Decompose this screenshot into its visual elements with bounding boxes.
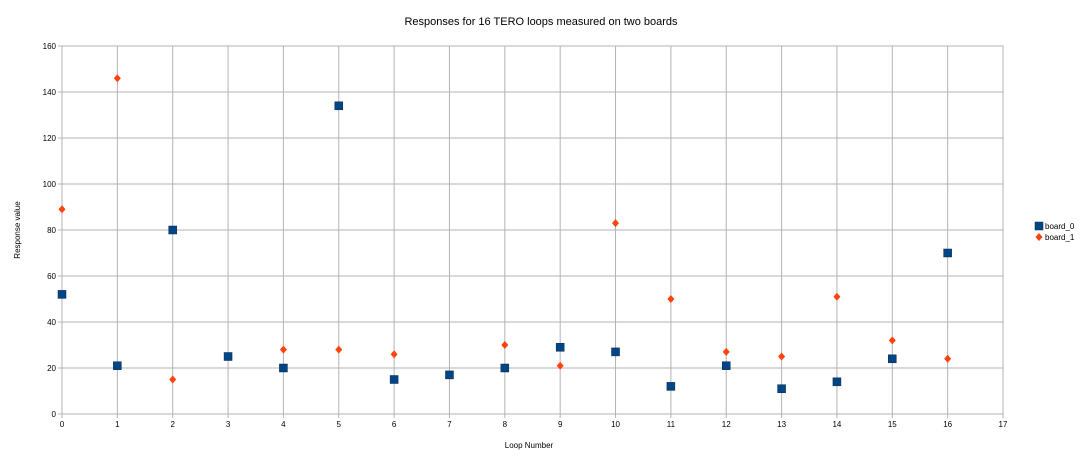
- data-point-board-0: [500, 363, 510, 373]
- data-point-board-1: [944, 354, 952, 363]
- x-tick-label: 6: [392, 420, 397, 429]
- x-tick-label: 12: [722, 420, 731, 429]
- x-tick-label: 5: [337, 420, 342, 429]
- legend-label: board_0: [1045, 222, 1075, 231]
- data-point-board-0: [113, 361, 122, 370]
- y-tick-label: 0: [52, 410, 57, 419]
- x-tick-label: 15: [888, 420, 897, 429]
- data-point-board-0: [611, 347, 620, 357]
- data-points: [57, 74, 952, 393]
- y-axis-label: Response value: [13, 201, 22, 259]
- data-point-board-0: [832, 377, 842, 387]
- data-point-board-0: [666, 382, 676, 391]
- x-tick-label: 1: [115, 420, 120, 429]
- data-point-board-0: [279, 363, 288, 373]
- x-tick-label: 0: [60, 420, 65, 429]
- x-tick-label: 8: [503, 420, 508, 429]
- x-tick-label: 17: [999, 420, 1008, 429]
- data-point-board-1: [58, 205, 66, 214]
- data-point-board-1: [833, 292, 841, 301]
- axis-ticks: 0 1 2 3 4 5 6 7 8 9 10 11 12 13 14 15 16 1702040608010012…: [43, 42, 1008, 429]
- gridlines: [61, 45, 1004, 415]
- data-point-board-0: [888, 354, 897, 364]
- data-point-board-0: [223, 352, 233, 361]
- y-tick-label: 100: [43, 180, 57, 189]
- data-point-board-1: [778, 352, 786, 361]
- data-point-board-1: [279, 345, 287, 354]
- data-point-board-1: [390, 350, 398, 359]
- x-tick-label: 10: [611, 420, 620, 429]
- x-tick-label: 14: [832, 420, 841, 429]
- y-tick-label: 160: [43, 42, 57, 51]
- x-tick-label: 13: [777, 420, 786, 429]
- x-tick-label: 4: [281, 420, 286, 429]
- data-point-board-0: [721, 361, 731, 370]
- data-point-board-1: [556, 361, 564, 370]
- data-point-board-1: [169, 375, 177, 384]
- x-tick-label: 9: [558, 420, 563, 429]
- data-point-board-0: [168, 225, 177, 235]
- y-tick-label: 40: [47, 318, 56, 327]
- x-tick-label: 3: [226, 420, 231, 429]
- legend-marker-board-1: [1035, 233, 1043, 241]
- data-point-board-1: [612, 219, 620, 228]
- data-point-board-0: [389, 375, 399, 384]
- x-tick-label: 2: [170, 420, 175, 429]
- y-tick-label: 140: [43, 88, 57, 97]
- legend: board_0 board_1: [1034, 221, 1075, 242]
- data-point-board-0: [555, 343, 565, 352]
- data-point-board-1: [501, 341, 509, 349]
- data-point-board-0: [777, 384, 786, 393]
- data-point-board-0: [943, 248, 952, 258]
- legend-marker-board-0: [1034, 221, 1044, 231]
- y-tick-label: 120: [43, 134, 57, 143]
- y-tick-label: 20: [47, 364, 56, 373]
- y-tick-label: 80: [47, 226, 56, 235]
- x-axis-label: Loop Number: [505, 441, 554, 450]
- data-point-board-0: [57, 290, 67, 299]
- data-point-board-1: [335, 345, 343, 354]
- x-tick-label: 11: [667, 420, 676, 429]
- legend-label: board_1: [1045, 233, 1075, 242]
- data-point-board-0: [445, 370, 454, 380]
- data-point-board-1: [667, 295, 675, 303]
- data-point-board-1: [113, 74, 121, 83]
- x-tick-label: 7: [447, 420, 452, 429]
- y-tick-label: 60: [47, 272, 56, 281]
- data-point-board-1: [722, 347, 730, 356]
- data-point-board-0: [334, 101, 344, 111]
- x-tick-label: 16: [943, 420, 952, 429]
- data-point-board-1: [888, 336, 896, 345]
- chart-title: Responses for 16 TERO loops measured on …: [404, 16, 678, 28]
